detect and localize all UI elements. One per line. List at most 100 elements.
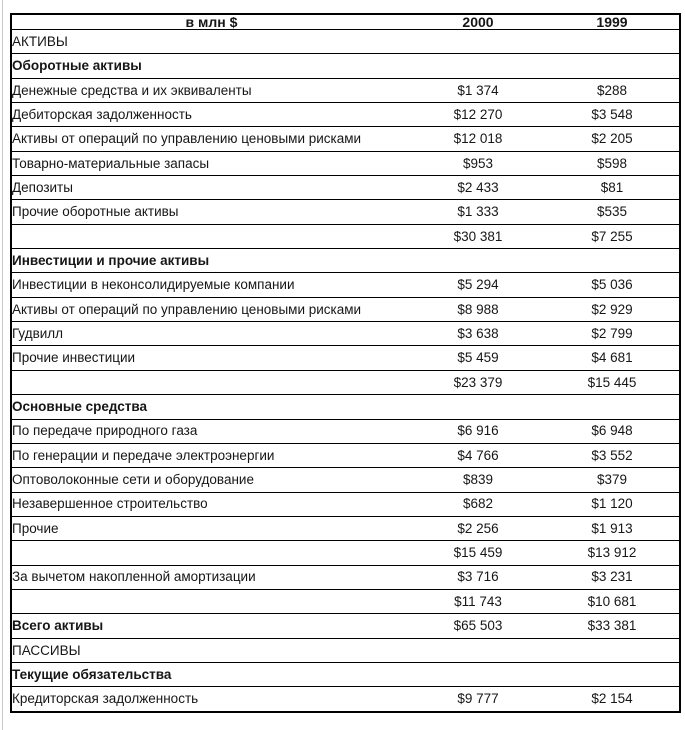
- value-2000: $1 374: [411, 77, 545, 104]
- value-2000: $11 743: [411, 588, 545, 615]
- row-label: Оборотные активы: [11, 53, 411, 79]
- table-row: Прочие оборотные активы $1 333 $535: [11, 199, 680, 225]
- row-label: Товарно-материальные запасы: [11, 150, 411, 177]
- value-2000: $953: [411, 150, 545, 177]
- table-row: Оборотные активы: [11, 53, 680, 79]
- value-2000: $3 716: [411, 564, 545, 590]
- balance-sheet-table: в млн $ 2000 1999 АКТИВЫ Оборотные активы…: [10, 13, 681, 713]
- table-row: АКТИВЫ: [11, 28, 680, 55]
- row-label: Активы от операций по управлению ценовым…: [11, 126, 411, 152]
- table-row: $15 459 $13 912: [11, 540, 680, 566]
- value-2000: [411, 28, 545, 55]
- value-2000: [411, 661, 545, 688]
- table-row: Активы от операций по управлению ценовым…: [11, 296, 680, 323]
- row-label: Гудвилл: [11, 321, 411, 347]
- table-row: Гудвилл $3 638 $2 799: [11, 321, 680, 347]
- row-label: Всего активы: [11, 613, 411, 639]
- value-2000: $839: [411, 467, 545, 493]
- table-row: Активы от операций по управлению ценовым…: [11, 126, 680, 152]
- table-row: По генерации и передаче электроэнергии $4…: [11, 442, 680, 469]
- value-2000: $2 433: [411, 175, 545, 201]
- table-body: АКТИВЫ Оборотные активы Денежные средства …: [11, 28, 680, 713]
- row-label: Депозиты: [11, 175, 411, 201]
- row-label: Оптоволоконные сети и оборудование: [11, 467, 411, 493]
- value-2000: $15 459: [411, 540, 545, 566]
- value-1999: $2 799: [545, 321, 680, 347]
- value-1999: [545, 394, 680, 420]
- value-1999: $1 913: [545, 515, 680, 542]
- value-2000: $682: [411, 491, 545, 517]
- value-1999: $1 120: [545, 491, 680, 517]
- table-row: Депозиты $2 433 $81: [11, 175, 680, 201]
- table-row: $23 379 $15 445: [11, 369, 680, 396]
- value-2000: $5 459: [411, 345, 545, 371]
- row-label: Активы от операций по управлению ценовым…: [11, 296, 411, 323]
- table-row: Денежные средства и их эквиваленты $1 374…: [11, 77, 680, 104]
- value-2000: [411, 637, 545, 663]
- row-label: Основные средства: [11, 394, 411, 420]
- table-row: Прочие инвестиции $5 459 $4 681: [11, 345, 680, 371]
- value-1999: $598: [545, 150, 680, 177]
- unit-column-header: в млн $: [11, 13, 411, 30]
- value-1999: $4 681: [545, 345, 680, 371]
- table-row: Прочие $2 256 $1 913: [11, 515, 680, 542]
- value-1999: $13 912: [545, 540, 680, 566]
- row-label: [11, 540, 411, 566]
- row-label: Прочие: [11, 515, 411, 542]
- value-2000: $1 333: [411, 199, 545, 225]
- value-2000: $9 777: [411, 686, 545, 713]
- table-row: За вычетом накопленной амортизации $3 716…: [11, 564, 680, 590]
- value-2000: $5 294: [411, 272, 545, 298]
- value-2000: [411, 394, 545, 420]
- value-2000: $4 766: [411, 442, 545, 469]
- value-2000: $12 018: [411, 126, 545, 152]
- table-row: Дебиторская задолженность $12 270 $3 548: [11, 102, 680, 128]
- row-label: [11, 223, 411, 250]
- value-1999: $81: [545, 175, 680, 201]
- table-row: $11 743 $10 681: [11, 588, 680, 615]
- row-label: Инвестиции и прочие активы: [11, 248, 411, 274]
- row-label: [11, 588, 411, 615]
- row-label: По генерации и передаче электроэнергии: [11, 442, 411, 469]
- value-1999: $2 205: [545, 126, 680, 152]
- table-row: $30 381 $7 255: [11, 223, 680, 250]
- value-1999: $288: [545, 77, 680, 104]
- table-row: Текущие обязательства: [11, 661, 680, 688]
- table-row: Инвестиции и прочие активы: [11, 248, 680, 274]
- value-2000: $12 270: [411, 102, 545, 128]
- value-1999: $3 231: [545, 564, 680, 590]
- value-2000: $65 503: [411, 613, 545, 639]
- row-label: Кредиторская задолженность: [11, 686, 411, 713]
- value-1999: [545, 661, 680, 688]
- row-label: За вычетом накопленной амортизации: [11, 564, 411, 590]
- value-2000: $8 988: [411, 296, 545, 323]
- row-label: [11, 369, 411, 396]
- table-row: Основные средства: [11, 394, 680, 420]
- header-row: в млн $ 2000 1999: [11, 13, 680, 30]
- value-1999: [545, 28, 680, 55]
- row-label: Незавершенное строительство: [11, 491, 411, 517]
- table-row: По передаче природного газа $6 916 $6 948: [11, 418, 680, 444]
- value-1999: $379: [545, 467, 680, 493]
- row-label: Прочие инвестиции: [11, 345, 411, 371]
- table-row: Оптоволоконные сети и оборудование $839 $3…: [11, 467, 680, 493]
- year-1999-column-header: 1999: [545, 13, 680, 30]
- value-1999: $3 552: [545, 442, 680, 469]
- row-label: Инвестиции в неконсолидируемые компании: [11, 272, 411, 298]
- value-1999: [545, 248, 680, 274]
- page-edge-scan-artifact: [2, 0, 3, 730]
- table-row: Инвестиции в неконсолидируемые компании $…: [11, 272, 680, 298]
- value-1999: $6 948: [545, 418, 680, 444]
- table-row: Незавершенное строительство $682 $1 120: [11, 491, 680, 517]
- value-2000: $3 638: [411, 321, 545, 347]
- value-1999: $535: [545, 199, 680, 225]
- row-label: ПАССИВЫ: [11, 637, 411, 663]
- value-1999: $2 929: [545, 296, 680, 323]
- row-label: Текущие обязательства: [11, 661, 411, 688]
- value-1999: $7 255: [545, 223, 680, 250]
- row-label: По передаче природного газа: [11, 418, 411, 444]
- table-row: Товарно-материальные запасы $953 $598: [11, 150, 680, 177]
- value-2000: $23 379: [411, 369, 545, 396]
- value-1999: [545, 53, 680, 79]
- row-label: Прочие оборотные активы: [11, 199, 411, 225]
